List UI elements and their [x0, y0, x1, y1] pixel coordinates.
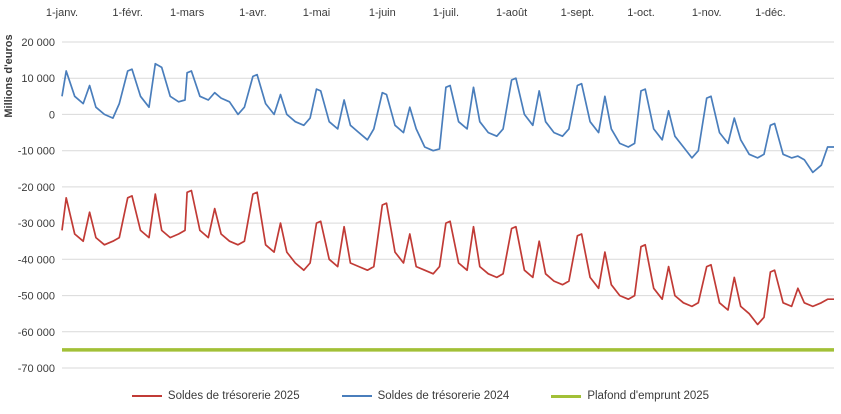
y-tick-label: -70 000: [18, 363, 55, 375]
x-tick-label: 1-juil.: [433, 7, 459, 19]
x-tick-label: 1-juin: [369, 7, 396, 19]
chart-plot-area: 20 000 10 000 0 -10 000 -20 000 -30 000 -40 00…: [18, 7, 834, 375]
x-tick-label: 1-mai: [303, 7, 331, 19]
chart-legend: Soldes de trésorerie 2025 Soldes de trés…: [0, 379, 841, 413]
x-tick-label: 1-mars: [170, 7, 205, 19]
y-tick-label: 20 000: [21, 37, 55, 49]
y-tick-label: -30 000: [18, 218, 55, 230]
y-tick-label: 0: [49, 109, 55, 121]
legend-label-soldes-2024: Soldes de trésorerie 2024: [377, 390, 510, 402]
legend-swatch-plafond-2025: [551, 394, 582, 398]
y-tick-label: 10 000: [21, 73, 55, 85]
legend-label-soldes-2025: Soldes de trésorerie 2025: [167, 390, 300, 402]
x-tick-label: 1-sept.: [561, 7, 595, 19]
legend-label-plafond-2025: Plafond d'emprunt 2025: [587, 390, 710, 402]
x-tick-label: 1-août: [496, 7, 527, 19]
x-tick-label: 1-nov.: [692, 7, 722, 19]
legend-item-soldes-2024: Soldes de trésorerie 2024: [341, 390, 510, 402]
y-tick-label: -20 000: [18, 182, 55, 194]
y-tick-label: -10 000: [18, 146, 55, 158]
x-tick-label: 1-févr.: [112, 7, 143, 19]
series-line-1: [61, 62, 834, 174]
y-axis-title: Millions d'euros: [3, 34, 15, 118]
y-tick-label: -50 000: [18, 291, 55, 303]
legend-item-plafond-2025: Plafond d'emprunt 2025: [551, 390, 709, 402]
x-tick-label: 1-déc.: [755, 7, 786, 19]
x-tick-label: 1-oct.: [627, 7, 655, 19]
series-line-0: [61, 189, 834, 326]
legend-item-soldes-2025: Soldes de trésorerie 2025: [131, 390, 300, 402]
y-tick-label: -60 000: [18, 327, 55, 339]
y-tick-label: -40 000: [18, 254, 55, 266]
legend-swatch-soldes-2025: [131, 395, 162, 397]
legend-swatch-soldes-2024: [341, 395, 372, 397]
x-tick-label: 1-janv.: [46, 7, 78, 19]
x-tick-label: 1-avr.: [239, 7, 267, 19]
